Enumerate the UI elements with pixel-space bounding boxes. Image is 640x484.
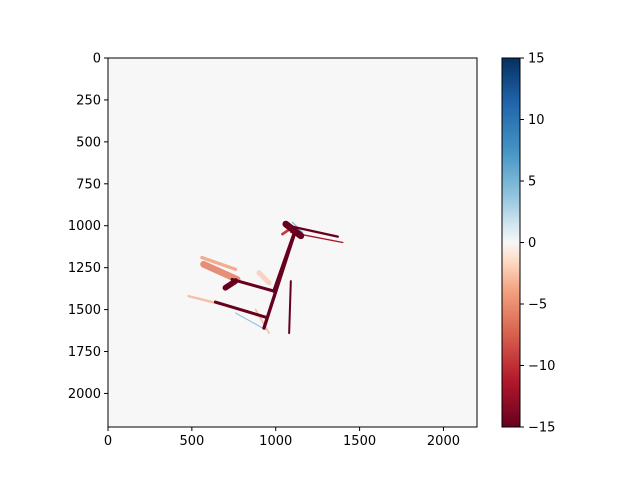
heatmap-band-5 (288, 280, 292, 335)
colorbar-tick-label: −15 (528, 421, 555, 436)
heatmap-band-9 (200, 260, 241, 283)
colorbar (501, 57, 521, 428)
colorbar-axis: −15 −10 −5 0 5 10 15 (520, 52, 555, 436)
heatmap-band-8 (282, 220, 305, 240)
x-axis: 0 500 1000 1500 2000 (104, 427, 460, 449)
heatmap-features (187, 220, 344, 335)
heatmap-band-16 (256, 270, 272, 286)
y-tick-label: 500 (76, 135, 101, 150)
y-tick-label: 1750 (68, 345, 101, 360)
x-tick-label: 1500 (343, 434, 376, 449)
y-tick-label: 250 (76, 93, 101, 108)
x-tick-label: 2000 (427, 434, 460, 449)
y-tick-label: 1250 (68, 261, 101, 276)
colorbar-tick-label: 10 (528, 113, 545, 128)
colorbar-tick-label: 15 (528, 52, 545, 67)
y-tick-label: 1500 (68, 303, 101, 318)
plot-frame (107, 57, 478, 428)
colorbar-tick-label: −5 (528, 298, 547, 313)
y-tick-label: 2000 (68, 387, 101, 402)
heatmap-band-0 (230, 277, 276, 293)
y-tick-label: 750 (76, 177, 101, 192)
x-tick-label: 1000 (259, 434, 292, 449)
y-tick-label: 0 (93, 52, 101, 67)
colorbar-tick-label: 5 (528, 175, 536, 190)
heatmap-band-14 (234, 312, 267, 331)
colorbar-tick-label: −10 (528, 359, 555, 374)
heatmap-band-10 (200, 255, 238, 272)
y-tick-label: 1000 (68, 219, 101, 234)
y-axis: 0 250 500 750 1000 1250 1500 1750 2000 (68, 52, 108, 402)
heatmap-band-7 (222, 278, 239, 291)
x-tick-label: 500 (179, 434, 204, 449)
colorbar-tick-label: 0 (528, 236, 536, 251)
x-tick-label: 0 (104, 434, 112, 449)
heatmap-band-3 (213, 300, 268, 319)
heatmap-band-2 (262, 227, 298, 330)
